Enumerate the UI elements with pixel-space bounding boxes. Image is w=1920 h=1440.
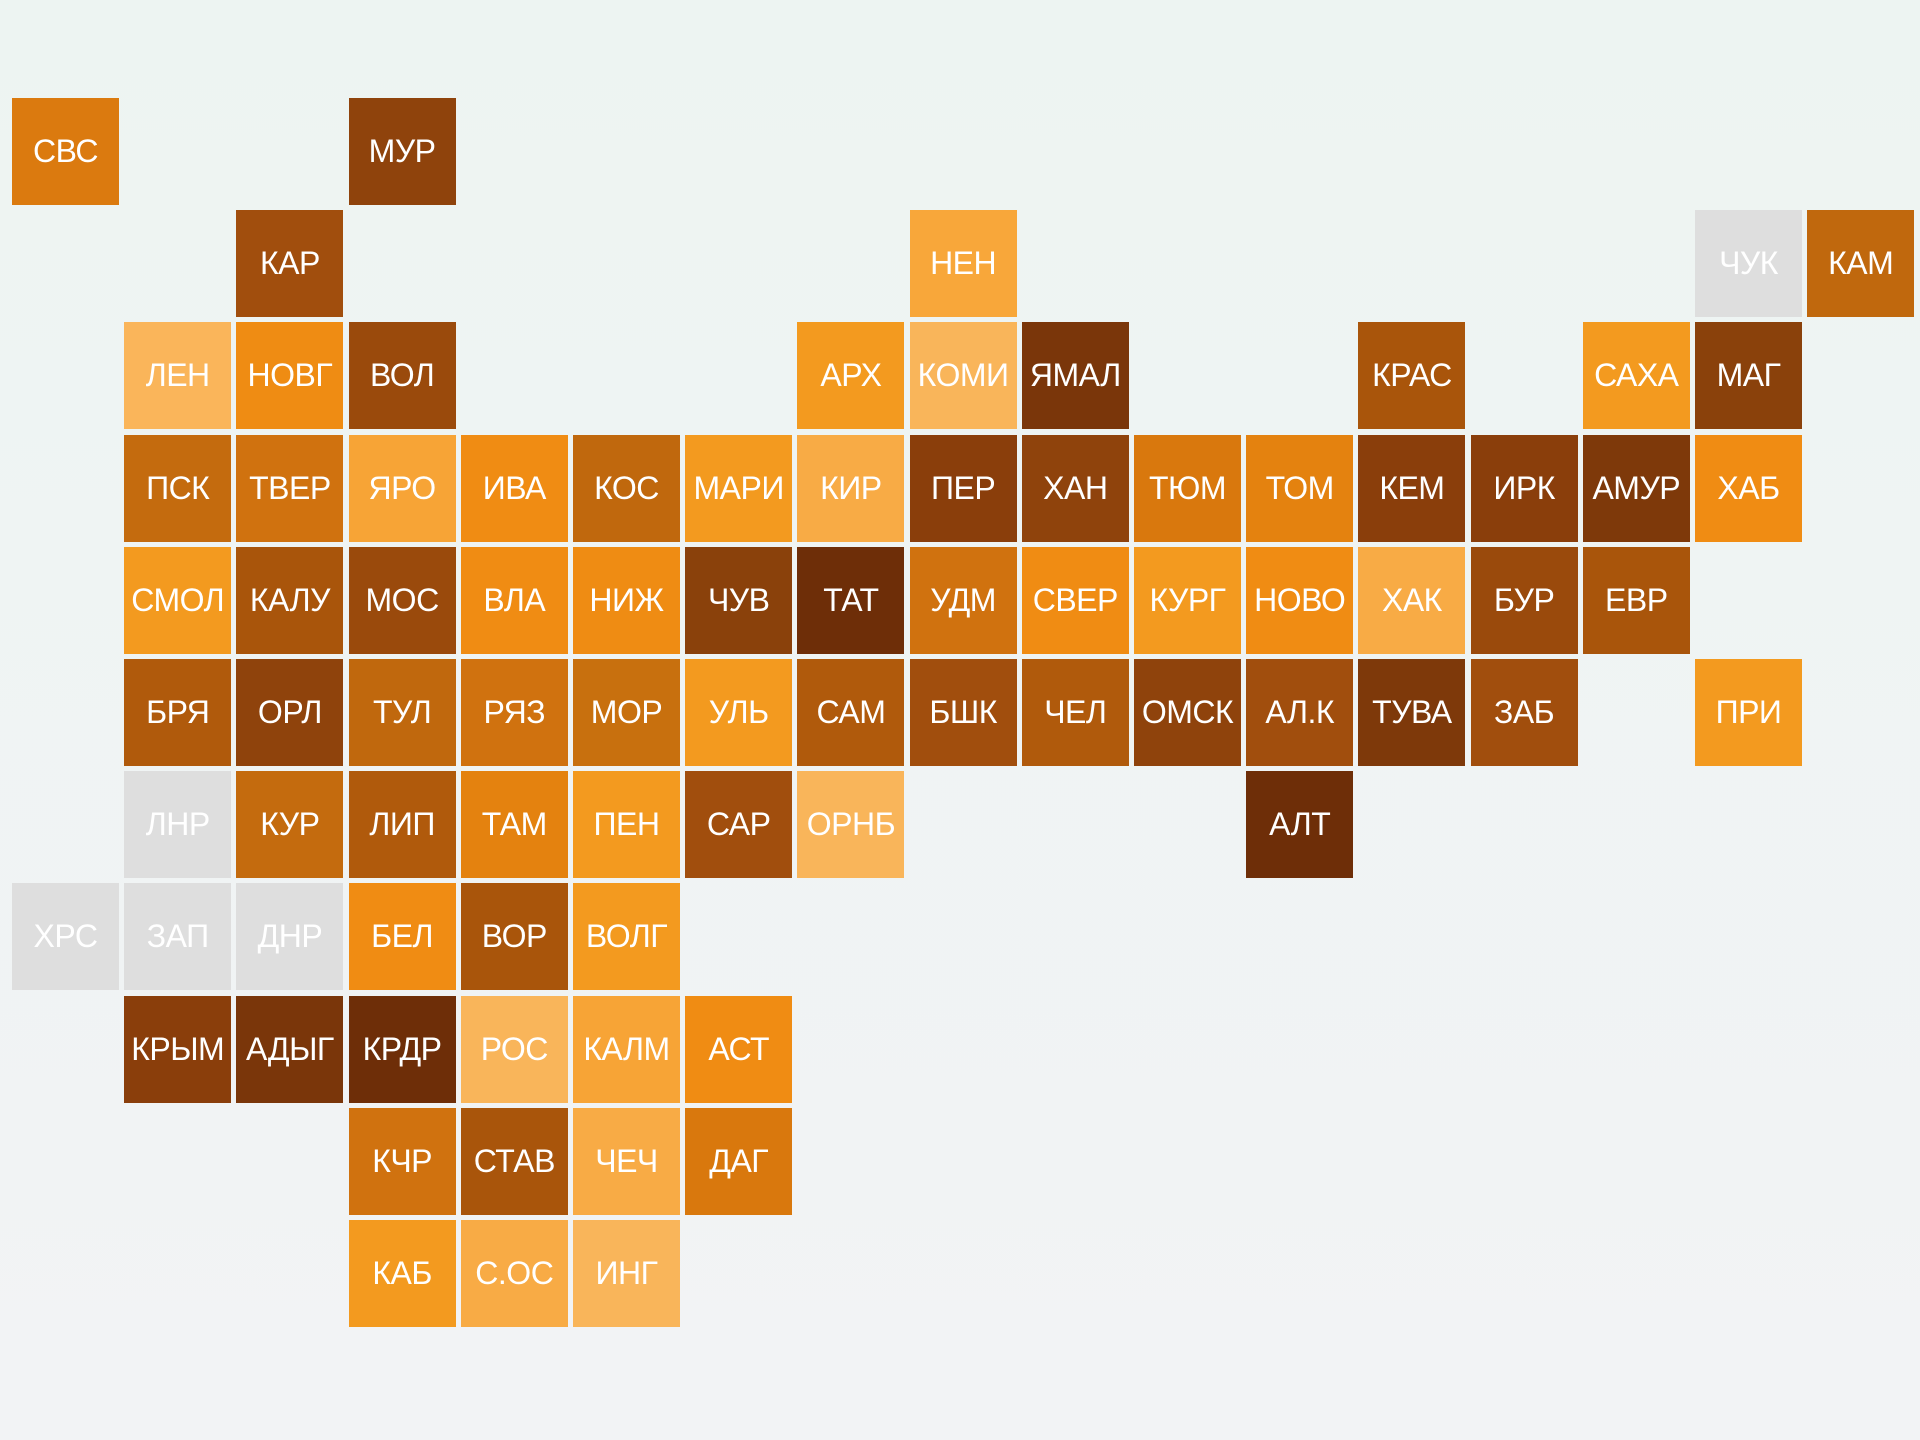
region-tile: БРЯ [124,659,232,766]
region-tile: КУР [236,771,344,879]
region-tile: СМОЛ [124,546,232,654]
region-tile: БЕЛ [348,883,456,991]
region-tile: КАЛМ [573,995,680,1103]
region-tile: ЗАБ [1470,659,1578,766]
region-tile: ИНГ [573,1220,680,1327]
region-tile: С.ОС [460,1220,568,1327]
region-tile: ТАМ [460,771,568,879]
region-tile: КУРГ [1134,546,1241,654]
region-tile: НОВО [1246,546,1354,654]
region-tile: САХА [1582,322,1690,430]
region-tile: МАГ [1695,322,1802,430]
region-tile: КАЛУ [236,546,344,654]
region-tile: САМ [797,659,905,766]
region-tile: АРХ [797,322,905,430]
region-tile: ТУЛ [348,659,456,766]
region-tile: РОС [460,995,568,1103]
region-tile: РЯЗ [460,659,568,766]
region-tile: ТОМ [1246,434,1354,542]
region-tile: СВС [12,98,119,205]
region-tile: ХРС [12,883,119,991]
region-tile: УЛЬ [685,659,793,766]
region-tile: ЛЕН [124,322,232,430]
region-tile: КАБ [348,1220,456,1327]
region-tile: ВОЛ [348,322,456,430]
region-tile: АЛТ [1246,771,1354,879]
region-tile: КАМ [1807,210,1915,318]
region-tile: КАР [236,210,344,318]
region-tile: ЯМАЛ [1021,322,1129,430]
region-tile: КЕМ [1358,434,1466,542]
region-tile: ДНР [236,883,344,991]
region-tile: ТАТ [797,546,905,654]
region-tile: КИР [797,434,905,542]
region-tile: ЕВР [1582,546,1690,654]
region-tile: ЛИП [348,771,456,879]
region-tile: ЛНР [124,771,232,879]
region-tile: ОМСК [1134,659,1241,766]
region-tile: ЗАП [124,883,232,991]
region-tile: ИВА [460,434,568,542]
region-tile: СВЕР [1021,546,1129,654]
region-tile: ТВЕР [236,434,344,542]
region-tile: АСТ [685,995,793,1103]
region-tile: АЛ.К [1246,659,1354,766]
region-tile: НИЖ [573,546,680,654]
region-tile: АМУР [1582,434,1690,542]
region-tile: ИРК [1470,434,1578,542]
region-tile: ПСК [124,434,232,542]
region-tile: САР [685,771,793,879]
region-tile: КОМИ [909,322,1017,430]
region-tile: НОВГ [236,322,344,430]
region-tile: МОС [348,546,456,654]
region-tile: ПЕР [909,434,1017,542]
region-tile: АДЫГ [236,995,344,1103]
region-tile: БШК [909,659,1017,766]
region-tile: ХАК [1358,546,1466,654]
region-tile: ОРНБ [797,771,905,879]
region-tile: МУР [348,98,456,205]
region-tile: ХАН [1021,434,1129,542]
region-tile: МАРИ [685,434,793,542]
region-tile: ЧУВ [685,546,793,654]
region-tile: КРДР [348,995,456,1103]
region-tile: ВОЛГ [573,883,680,991]
region-tile: ТУВА [1358,659,1466,766]
region-tile: ЧУК [1695,210,1802,318]
region-tile: ХАБ [1695,434,1802,542]
region-tile: УДМ [909,546,1017,654]
region-tile: ВЛА [460,546,568,654]
region-tile: ПРИ [1695,659,1802,766]
region-tile: МОР [573,659,680,766]
region-tile: ЧЕЧ [573,1107,680,1215]
region-tile: ПЕН [573,771,680,879]
region-tile: КОС [573,434,680,542]
region-tile: ДАГ [685,1107,793,1215]
region-tile: СТАВ [460,1107,568,1215]
region-tile: ТЮМ [1134,434,1241,542]
region-tile: КРЫМ [124,995,232,1103]
region-tile: КРАС [1358,322,1466,430]
region-tile: КЧР [348,1107,456,1215]
region-tile: БУР [1470,546,1578,654]
region-tile: НЕН [909,210,1017,318]
region-tile: ЯРО [348,434,456,542]
region-tile: ВОР [460,883,568,991]
region-tile: ЧЕЛ [1021,659,1129,766]
region-tile: ОРЛ [236,659,344,766]
